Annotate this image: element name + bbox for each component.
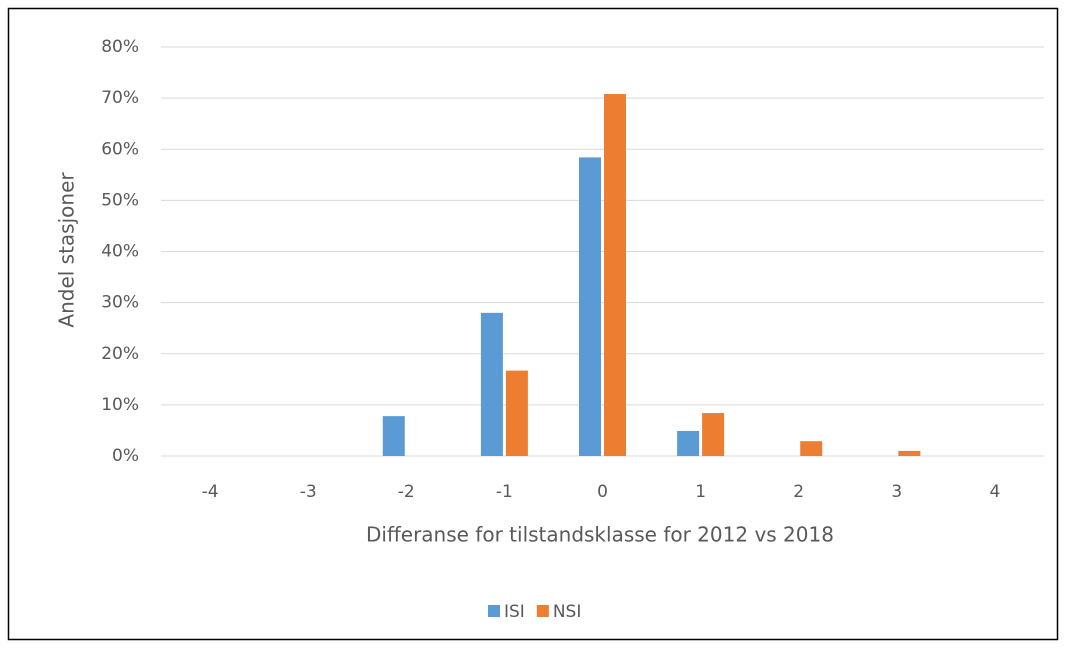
y-tick-label: 30% <box>101 293 139 313</box>
legend-swatch <box>488 605 500 617</box>
y-tick-label: 0% <box>112 446 139 466</box>
x-tick-label: 3 <box>891 482 902 502</box>
bar <box>898 450 921 456</box>
bar <box>480 312 503 456</box>
y-tick-label: 80% <box>101 37 139 57</box>
y-tick-label: 20% <box>101 344 139 364</box>
chart-frame <box>7 7 1059 641</box>
legend-swatch <box>536 605 549 617</box>
bar <box>579 157 601 456</box>
y-tick-label: 70% <box>101 88 139 108</box>
x-tick-label: -3 <box>300 482 317 502</box>
y-tick-label: 10% <box>101 395 139 415</box>
bar <box>505 370 528 456</box>
legend-label: ISI <box>504 602 525 622</box>
x-tick-label: 2 <box>793 482 804 502</box>
x-tick-label: 1 <box>695 482 706 502</box>
bar <box>604 94 626 456</box>
bar <box>800 441 823 456</box>
y-axis-title: Andel stasjoner <box>55 172 79 328</box>
y-tick-label: 60% <box>101 139 139 159</box>
x-tick-label: 4 <box>990 482 1001 502</box>
x-tick-label: -2 <box>398 482 415 502</box>
bar <box>702 413 725 456</box>
x-tick-label: -1 <box>496 482 513 502</box>
y-tick-label: 40% <box>101 242 139 262</box>
legend-label: NSI <box>553 602 582 622</box>
bar <box>677 430 700 456</box>
bar <box>382 416 405 456</box>
x-axis-title: Differanse for tilstandsklasse for 2012 … <box>366 523 834 547</box>
y-tick-label: 50% <box>101 190 139 210</box>
x-tick-label: 0 <box>597 482 608 502</box>
x-tick-label: -4 <box>202 482 219 502</box>
